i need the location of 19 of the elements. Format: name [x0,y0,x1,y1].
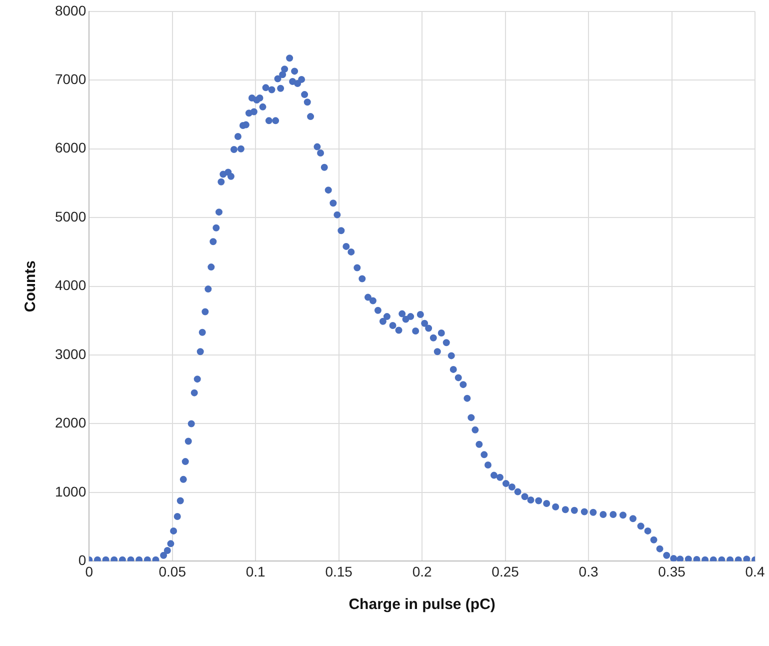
y-tick-label: 7000 [54,70,86,87]
y-tick-label: 3000 [54,346,86,362]
y-tick-label: 2000 [54,414,86,431]
x-tick-label: 0.4 [745,563,765,580]
x-tick-label: 0.35 [658,563,686,580]
y-tick-label: 1000 [54,483,86,500]
x-tick-label: 0.1 [246,563,266,580]
y-tick-label: 8000 [54,2,86,18]
y-tick-label: 0 [78,552,86,568]
x-axis-title: Charge in pulse (pC) [348,596,496,614]
x-tick-label: 0.05 [158,563,186,580]
x-tick-label: 0.2 [412,563,432,580]
y-axis-title: Counts [22,260,40,312]
y-tick-label: 5000 [54,208,86,224]
x-tick-label: 0.25 [492,563,520,580]
y-tick-label: 6000 [54,140,86,156]
y-tick-label: 4000 [54,277,86,294]
x-tick-label: 0.15 [325,563,353,580]
x-tick-label: 0.3 [578,563,598,580]
